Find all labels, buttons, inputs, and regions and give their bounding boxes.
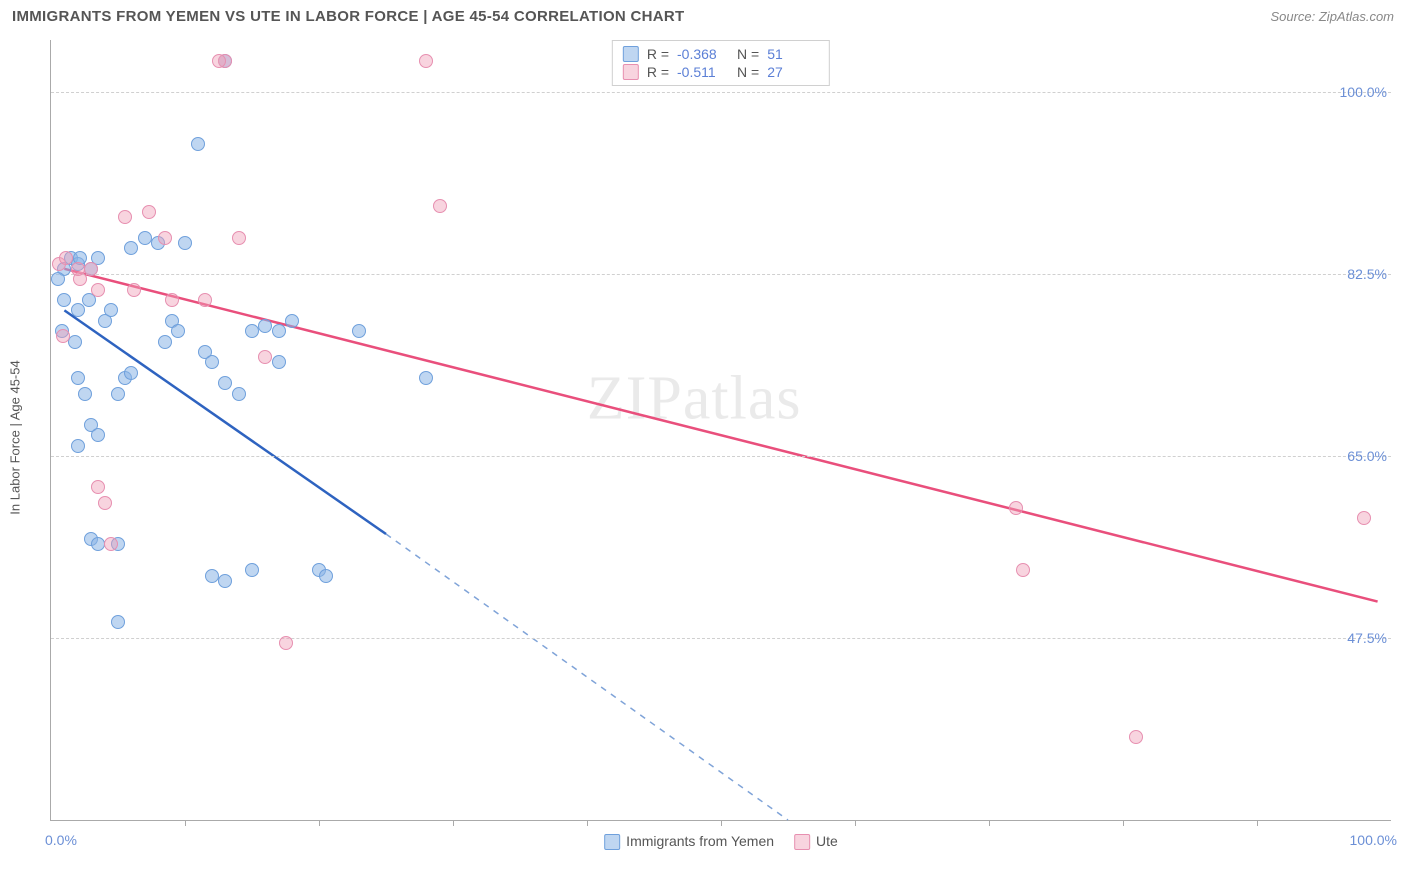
x-tick [587, 820, 588, 826]
scatter-point-yemen [258, 319, 272, 333]
y-tick-label: 82.5% [1347, 266, 1393, 282]
x-tick [185, 820, 186, 826]
scatter-point-ute [165, 293, 179, 307]
regression-line [64, 310, 386, 534]
x-axis-max-label: 100.0% [1350, 832, 1397, 848]
scatter-point-ute [98, 496, 112, 510]
scatter-point-yemen [71, 371, 85, 385]
legend-item: Immigrants from Yemen [604, 833, 774, 850]
scatter-point-yemen [218, 574, 232, 588]
scatter-point-ute [1129, 730, 1143, 744]
y-tick-label: 47.5% [1347, 630, 1393, 646]
scatter-point-yemen [218, 376, 232, 390]
scatter-point-yemen [124, 366, 138, 380]
header: IMMIGRANTS FROM YEMEN VS UTE IN LABOR FO… [0, 0, 1406, 29]
x-tick [453, 820, 454, 826]
gridline [51, 92, 1391, 93]
regression-lines-layer [51, 40, 1391, 820]
y-axis-label: In Labor Force | Age 45-54 [8, 360, 23, 514]
scatter-point-ute [433, 199, 447, 213]
scatter-point-ute [232, 231, 246, 245]
scatter-point-yemen [104, 303, 118, 317]
scatter-point-yemen [178, 236, 192, 250]
scatter-point-yemen [352, 324, 366, 338]
scatter-point-ute [84, 262, 98, 276]
scatter-point-ute [158, 231, 172, 245]
scatter-point-ute [59, 251, 73, 265]
scatter-point-ute [198, 293, 212, 307]
scatter-point-yemen [57, 293, 71, 307]
scatter-point-ute [1009, 501, 1023, 515]
gridline [51, 456, 1391, 457]
scatter-point-yemen [171, 324, 185, 338]
scatter-point-yemen [138, 231, 152, 245]
x-tick [1123, 820, 1124, 826]
legend-item: Ute [794, 833, 838, 850]
scatter-point-ute [71, 262, 85, 276]
scatter-point-yemen [272, 355, 286, 369]
y-tick-label: 65.0% [1347, 448, 1393, 464]
legend-row-yemen: R =-0.368N =51 [623, 45, 819, 63]
scatter-point-yemen [51, 272, 65, 286]
x-tick [989, 820, 990, 826]
x-tick [319, 820, 320, 826]
legend-correlation: R =-0.368N =51R =-0.511N =27 [612, 40, 830, 86]
source-attribution: Source: ZipAtlas.com [1270, 9, 1394, 24]
scatter-point-yemen [158, 335, 172, 349]
scatter-point-yemen [91, 428, 105, 442]
scatter-point-yemen [78, 387, 92, 401]
scatter-point-ute [142, 205, 156, 219]
chart-title: IMMIGRANTS FROM YEMEN VS UTE IN LABOR FO… [12, 8, 685, 25]
gridline [51, 638, 1391, 639]
scatter-point-yemen [285, 314, 299, 328]
scatter-point-ute [212, 54, 226, 68]
x-axis-min-label: 0.0% [45, 832, 77, 848]
chart-plot-area: In Labor Force | Age 45-54 ZIPatlas R =-… [50, 40, 1391, 821]
x-tick [855, 820, 856, 826]
regression-line [386, 534, 788, 820]
legend-row-ute: R =-0.511N =27 [623, 63, 819, 81]
scatter-point-ute [1357, 511, 1371, 525]
scatter-point-yemen [191, 137, 205, 151]
x-tick [1257, 820, 1258, 826]
scatter-point-ute [118, 210, 132, 224]
scatter-point-yemen [91, 537, 105, 551]
scatter-point-yemen [245, 563, 259, 577]
legend-series: Immigrants from Yemen Ute [604, 833, 838, 850]
scatter-point-yemen [111, 387, 125, 401]
scatter-point-ute [91, 283, 105, 297]
scatter-point-ute [56, 329, 70, 343]
scatter-point-yemen [71, 303, 85, 317]
scatter-point-yemen [319, 569, 333, 583]
gridline [51, 274, 1391, 275]
scatter-point-yemen [232, 387, 246, 401]
scatter-point-ute [104, 537, 118, 551]
scatter-point-ute [258, 350, 272, 364]
scatter-point-ute [279, 636, 293, 650]
scatter-point-ute [419, 54, 433, 68]
scatter-point-yemen [419, 371, 433, 385]
scatter-point-yemen [68, 335, 82, 349]
scatter-point-yemen [272, 324, 286, 338]
scatter-point-ute [91, 480, 105, 494]
scatter-point-yemen [71, 439, 85, 453]
y-tick-label: 100.0% [1340, 84, 1393, 100]
scatter-point-yemen [111, 615, 125, 629]
scatter-point-yemen [124, 241, 138, 255]
x-tick [721, 820, 722, 826]
scatter-point-ute [127, 283, 141, 297]
scatter-point-yemen [205, 569, 219, 583]
scatter-point-yemen [205, 355, 219, 369]
scatter-point-yemen [245, 324, 259, 338]
scatter-point-ute [1016, 563, 1030, 577]
